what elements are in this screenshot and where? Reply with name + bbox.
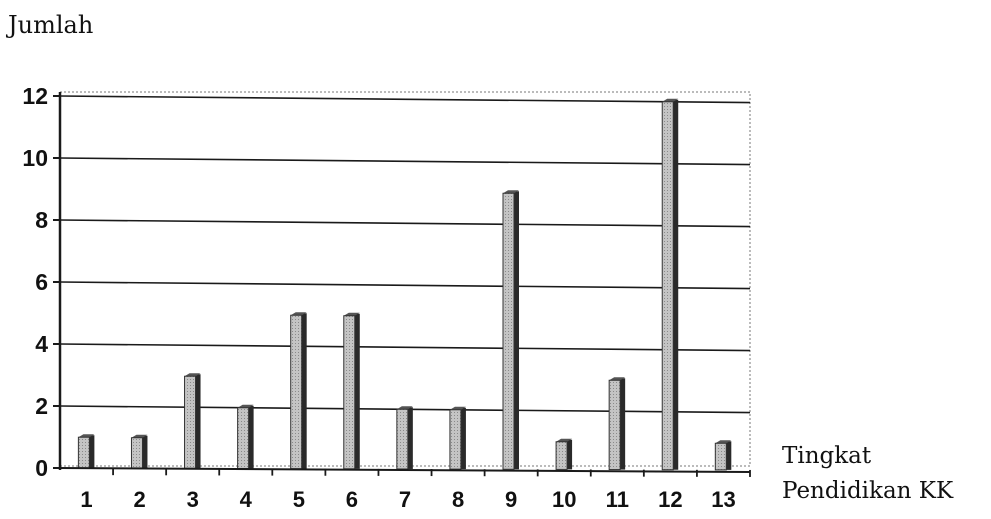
bars-group xyxy=(77,98,732,471)
bar xyxy=(396,406,413,470)
bar-face xyxy=(396,408,409,470)
bar-face xyxy=(130,437,143,469)
y-tick-label: 6 xyxy=(35,269,48,295)
bar-face xyxy=(77,436,90,469)
bar-top xyxy=(449,406,466,410)
bar-side xyxy=(673,99,679,470)
bar xyxy=(130,434,148,469)
bar xyxy=(714,440,732,471)
bar xyxy=(237,404,254,470)
bar-side xyxy=(301,313,307,469)
bar-face xyxy=(343,315,356,470)
bar-side xyxy=(460,407,466,470)
bar-top xyxy=(662,98,679,102)
x-tick-label: 8 xyxy=(452,487,464,512)
y-tick-label: 2 xyxy=(35,393,48,419)
bar-top xyxy=(556,438,573,442)
bar xyxy=(608,377,626,471)
x-tick-label: 6 xyxy=(346,487,358,512)
x-tick-label: 12 xyxy=(658,487,682,512)
bar xyxy=(343,312,360,470)
x-tick-label: 2 xyxy=(133,487,145,512)
x-axis-line xyxy=(55,467,751,473)
gridlines xyxy=(59,95,751,414)
x-tick-label: 10 xyxy=(552,487,576,512)
bar-top xyxy=(343,312,360,316)
bar xyxy=(77,434,95,469)
bar-side xyxy=(514,191,519,470)
bar-side xyxy=(142,435,148,469)
x-tick-label: 13 xyxy=(711,487,735,512)
bar xyxy=(661,98,679,471)
y-tick-label: 0 xyxy=(35,455,48,481)
gridline xyxy=(59,219,751,228)
bar-top xyxy=(290,312,307,316)
x-tick-label: 9 xyxy=(505,487,517,512)
y-tick-label: 4 xyxy=(35,331,48,357)
x-axis-title-line2: Pendidikan KK xyxy=(782,478,954,504)
bar-side xyxy=(620,378,626,470)
bar-side xyxy=(248,405,254,469)
bar-face xyxy=(555,441,568,470)
bar-face xyxy=(608,379,621,471)
bar-top xyxy=(184,373,201,377)
bar-top xyxy=(396,406,413,410)
bar-top xyxy=(237,404,254,408)
x-tick-label: 1 xyxy=(80,487,92,512)
bar xyxy=(502,190,519,470)
bar-face xyxy=(661,101,674,471)
bar-side xyxy=(89,435,95,469)
bar-top xyxy=(609,377,626,381)
bar-side xyxy=(567,439,573,470)
bar-top xyxy=(131,434,148,438)
bar-face xyxy=(184,375,197,469)
x-tick-label: 3 xyxy=(187,487,199,512)
bar-top xyxy=(503,190,519,194)
bar-top xyxy=(715,440,732,444)
bar-face xyxy=(714,442,727,471)
bar-side xyxy=(407,407,413,469)
bar-side xyxy=(195,374,201,469)
bar xyxy=(555,438,573,470)
x-ticks: 1 2 3 4 5 6 7 8 9 10 11 12 13 xyxy=(80,468,751,512)
bar xyxy=(449,406,466,470)
y-axis-title: Jumlah xyxy=(5,11,93,39)
gridline xyxy=(59,157,751,166)
bar-face xyxy=(502,192,515,470)
bar-face xyxy=(237,407,250,470)
y-tick-label: 10 xyxy=(22,145,48,171)
x-tick-label: 5 xyxy=(293,487,305,512)
x-tick-label: 4 xyxy=(240,487,253,512)
bar-side xyxy=(726,441,732,470)
gridline xyxy=(59,95,751,104)
bar-face xyxy=(290,314,303,470)
y-tick-label: 12 xyxy=(22,83,48,109)
bar xyxy=(184,373,201,469)
bar-top xyxy=(78,434,95,438)
x-tick-label: 7 xyxy=(399,487,411,512)
y-ticks: 0 2 4 6 8 10 12 xyxy=(22,83,60,481)
y-tick-label: 8 xyxy=(35,207,48,233)
x-tick-label: 11 xyxy=(606,487,629,512)
bar-face xyxy=(449,409,462,470)
gridline xyxy=(59,343,751,352)
x-axis-title-line1: Tingkat xyxy=(782,443,872,469)
bar xyxy=(290,312,307,470)
bar-side xyxy=(354,313,360,469)
gridline xyxy=(59,281,751,290)
